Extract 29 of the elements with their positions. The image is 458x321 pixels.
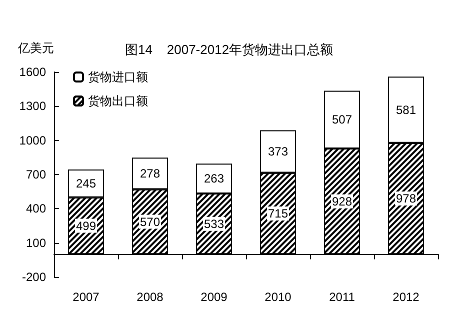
x-tick-label: 2010 <box>264 290 292 304</box>
data-label: 263 <box>204 172 224 186</box>
data-label: 581 <box>396 102 416 117</box>
y-tick-label: 100 <box>26 236 46 250</box>
x-tick-label: 2007 <box>72 290 100 304</box>
data-label: 715 <box>268 206 288 221</box>
y-tick-label: 400 <box>26 202 46 216</box>
y-tick-label: 1000 <box>19 133 46 148</box>
data-label: 928 <box>332 194 352 208</box>
data-label: 499 <box>76 218 96 233</box>
chart-title: 图14 2007-2012年货物进出口总额 <box>124 42 334 57</box>
y-tick-label: 700 <box>26 168 46 182</box>
y-tick-label: 1300 <box>19 99 46 114</box>
x-tick-label: 2009 <box>200 290 228 304</box>
x-tick-label: 2008 <box>136 290 164 304</box>
legend-label: 货物出口额 <box>88 94 148 108</box>
x-tick-label: 2012 <box>392 290 420 304</box>
y-tick-label: -200 <box>22 270 46 284</box>
x-tick-label: 2011 <box>329 290 356 304</box>
data-label: 507 <box>332 112 352 127</box>
data-label: 533 <box>204 216 224 231</box>
y-axis-title: 亿美元 <box>17 41 54 55</box>
data-label: 245 <box>76 176 96 190</box>
y-tick-label: 1600 <box>19 65 46 79</box>
data-label: 978 <box>396 192 416 206</box>
data-label: 373 <box>268 144 288 159</box>
legend-label: 货物进口额 <box>88 70 148 84</box>
data-label: 278 <box>140 166 160 180</box>
data-label: 570 <box>140 214 160 229</box>
